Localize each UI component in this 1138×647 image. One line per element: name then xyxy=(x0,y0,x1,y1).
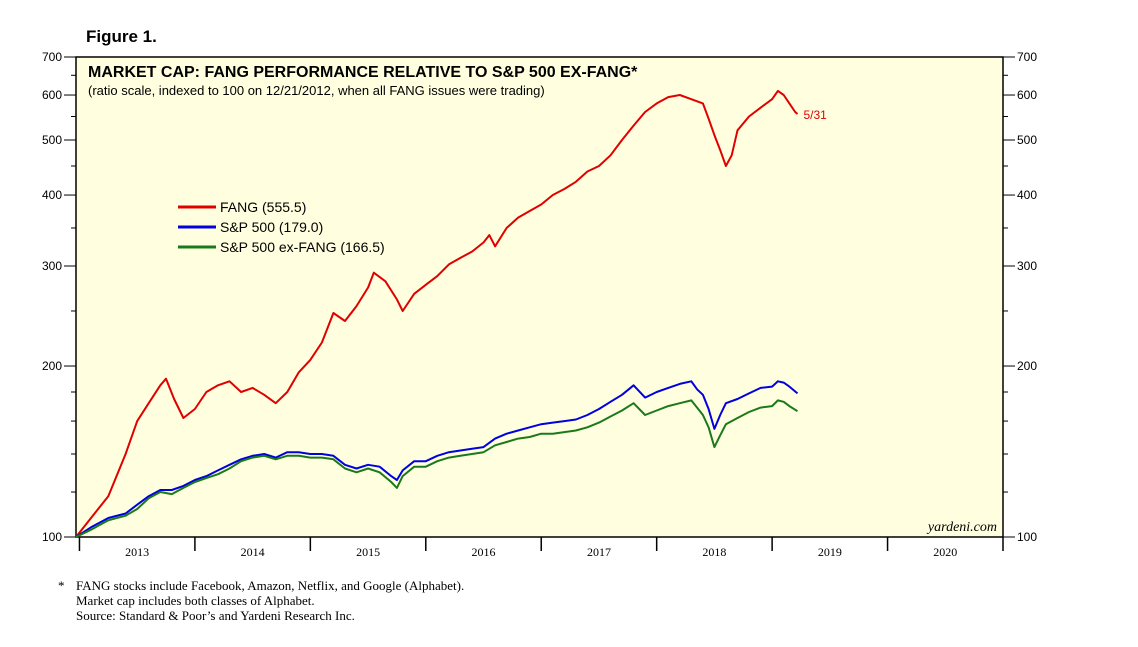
series-line xyxy=(75,89,799,538)
footnote-line: Market cap includes both classes of Alph… xyxy=(76,593,315,608)
x-tick-label: 2020 xyxy=(933,545,957,559)
footnote: * FANG stocks include Facebook, Amazon, … xyxy=(58,578,464,623)
axes: 100 100 200 200 300 300 400 400 500 500 600 600 700 7… xyxy=(42,50,1037,559)
y-tick-label-left: 500 xyxy=(42,133,62,147)
legend-label: S&P 500 (179.0) xyxy=(220,219,323,235)
x-tick-label: 2015 xyxy=(356,545,380,559)
legend-label: FANG (555.5) xyxy=(220,199,306,215)
y-tick-label-right: 600 xyxy=(1017,88,1037,102)
chart-title: MARKET CAP: FANG PERFORMANCE RELATIVE TO… xyxy=(88,64,638,81)
footnote-line: Source: Standard & Poor’s and Yardeni Re… xyxy=(76,608,355,623)
y-tick-label-right: 700 xyxy=(1017,50,1037,64)
y-tick-label-left: 400 xyxy=(42,188,62,202)
plot-area xyxy=(75,56,1004,538)
footnote-marker: * xyxy=(58,578,65,593)
x-tick-label: 2013 xyxy=(125,545,149,559)
series-lines xyxy=(75,89,799,538)
y-tick-label-left: 300 xyxy=(42,259,62,273)
y-tick-label-left: 100 xyxy=(42,530,62,544)
footnote-line: FANG stocks include Facebook, Amazon, Ne… xyxy=(76,578,465,593)
y-tick-label-right: 100 xyxy=(1017,530,1037,544)
legend-label: S&P 500 ex-FANG (166.5) xyxy=(220,239,385,255)
plot-frame xyxy=(75,56,1004,538)
x-tick-label: 2017 xyxy=(587,545,611,559)
x-tick-label: 2016 xyxy=(472,545,496,559)
series-line xyxy=(75,380,799,538)
y-tick-label-left: 200 xyxy=(42,359,62,373)
y-tick-label-right: 500 xyxy=(1017,133,1037,147)
y-tick-label-left: 600 xyxy=(42,88,62,102)
end-date-label: 5/31 xyxy=(804,108,828,122)
y-tick-label-right: 400 xyxy=(1017,188,1037,202)
chart-text: 5/31 MARKET CAP: FANG PERFORMANCE RELATIV… xyxy=(88,64,997,535)
y-tick-label-right: 300 xyxy=(1017,259,1037,273)
y-tick-label-left: 700 xyxy=(42,50,62,64)
x-tick-label: 2019 xyxy=(818,545,842,559)
watermark: yardeni.com xyxy=(926,520,997,535)
chart-subtitle: (ratio scale, indexed to 100 on 12/21/20… xyxy=(88,83,545,98)
figure-label: Figure 1. xyxy=(86,27,157,46)
series-line xyxy=(75,399,799,538)
x-tick-label: 2018 xyxy=(702,545,726,559)
y-tick-label-right: 200 xyxy=(1017,359,1037,373)
x-tick-label: 2014 xyxy=(241,545,265,559)
